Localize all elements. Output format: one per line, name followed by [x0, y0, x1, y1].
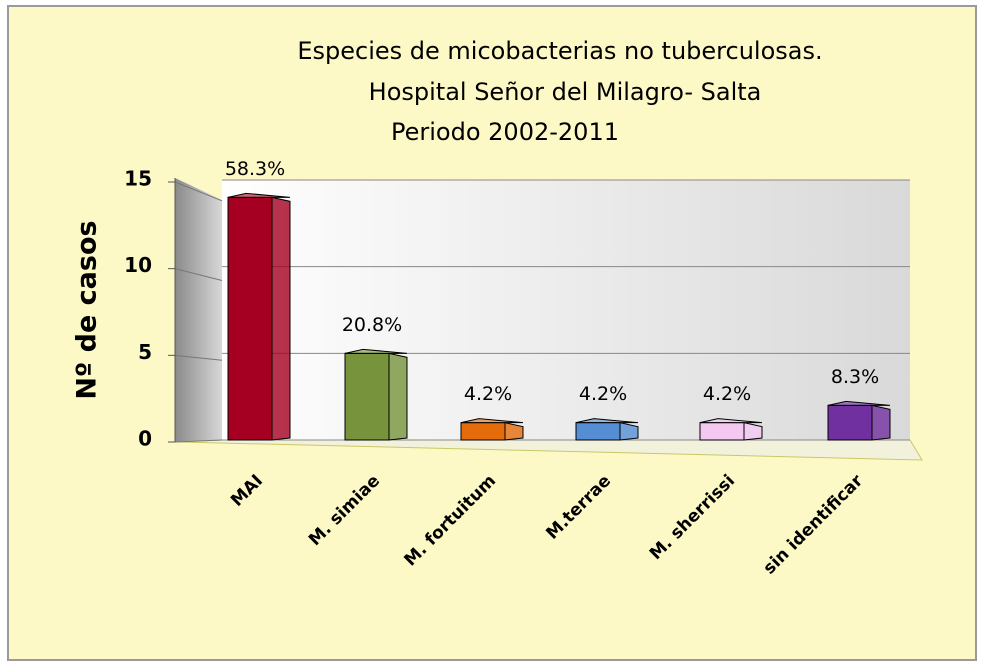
bar [460, 422, 506, 441]
bar-top [575, 418, 639, 424]
chart-title: Periodo 2002-2011 [391, 118, 619, 146]
y-tick-label: 0 [138, 427, 152, 451]
value-label: 4.2% [579, 383, 627, 405]
bar-side [504, 422, 524, 441]
bar [344, 352, 390, 441]
side-wall [175, 178, 222, 442]
bar [575, 422, 621, 441]
y-tick-label: 5 [138, 340, 152, 364]
y-axis-label: Nº de casos [72, 220, 103, 399]
bar-top [227, 192, 291, 198]
grid-line [174, 354, 223, 361]
bar [699, 422, 745, 441]
bar [827, 404, 873, 441]
back-wall [222, 180, 910, 440]
value-label: 20.8% [342, 314, 402, 336]
chart-title: Hospital Señor del Milagro- Salta [369, 78, 762, 106]
y-tick-label: 15 [124, 167, 152, 191]
grid-line [174, 439, 223, 443]
bar-top [460, 418, 524, 424]
value-label: 4.2% [703, 383, 751, 405]
bar-top [827, 400, 891, 406]
value-label: 58.3% [225, 158, 285, 180]
bar-side [271, 196, 291, 441]
bar-side [871, 404, 891, 441]
grid-line [174, 181, 223, 202]
bar [227, 196, 273, 441]
bar-side [743, 422, 763, 441]
value-label: 4.2% [464, 383, 512, 405]
bar-top [344, 348, 408, 354]
bar-top [699, 418, 763, 424]
y-tick-label: 10 [124, 253, 152, 277]
value-label: 8.3% [831, 366, 879, 388]
grid-line [174, 268, 223, 282]
bar-side [388, 352, 408, 441]
chart-title: Especies de micobacterias no tuberculosa… [297, 37, 822, 65]
bar-side [619, 422, 639, 441]
